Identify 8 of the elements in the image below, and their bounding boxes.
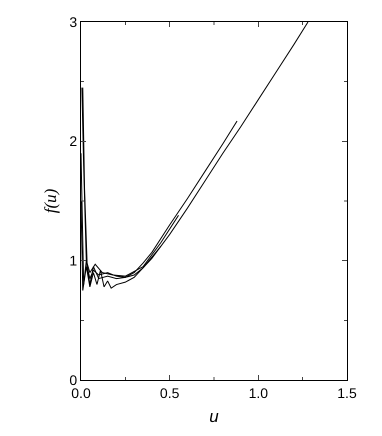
x-tick-label: 0.5: [160, 384, 180, 401]
x-tick-label: 1.5: [337, 384, 357, 401]
y-axis-title: f(u): [40, 188, 60, 214]
y-tick-label: 2: [69, 133, 78, 150]
x-axis-title: u: [209, 407, 220, 426]
y-tick-label: 3: [69, 14, 78, 30]
y-tick-label: 1: [69, 252, 78, 269]
x-tick-label: 1.0: [248, 384, 268, 401]
